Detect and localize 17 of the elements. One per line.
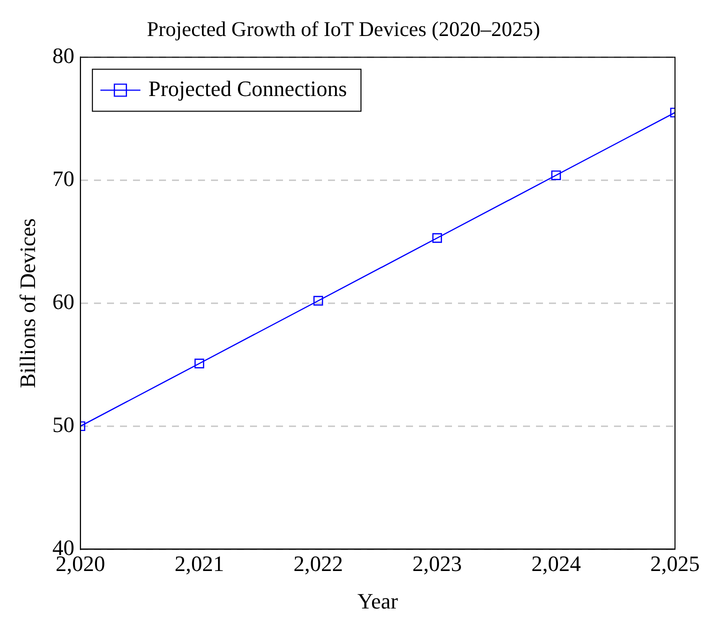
y-axis-title: Billions of Devices xyxy=(14,218,40,388)
point xyxy=(432,233,442,243)
chart-title: Projected Growth of IoT Devices (2020–2025) xyxy=(146,17,540,42)
x-tick-label: 2,021 xyxy=(174,551,224,576)
point xyxy=(551,170,561,180)
x-tick-label: 2,024 xyxy=(531,551,581,576)
point xyxy=(194,358,204,368)
x-tick-label: 2,022 xyxy=(293,551,343,576)
x-axis-title: Year xyxy=(357,588,399,614)
y-tick-label: 60 xyxy=(52,288,74,314)
x-tick-label: 2,025 xyxy=(650,551,700,576)
y-tick-label: 50 xyxy=(52,412,74,437)
x-tick-label: 2,023 xyxy=(412,551,462,576)
y-tick-label: 70 xyxy=(52,166,74,191)
point xyxy=(313,296,324,306)
legend-label: Projected Connections xyxy=(148,76,347,101)
y-tick-label: 80 xyxy=(52,42,74,68)
